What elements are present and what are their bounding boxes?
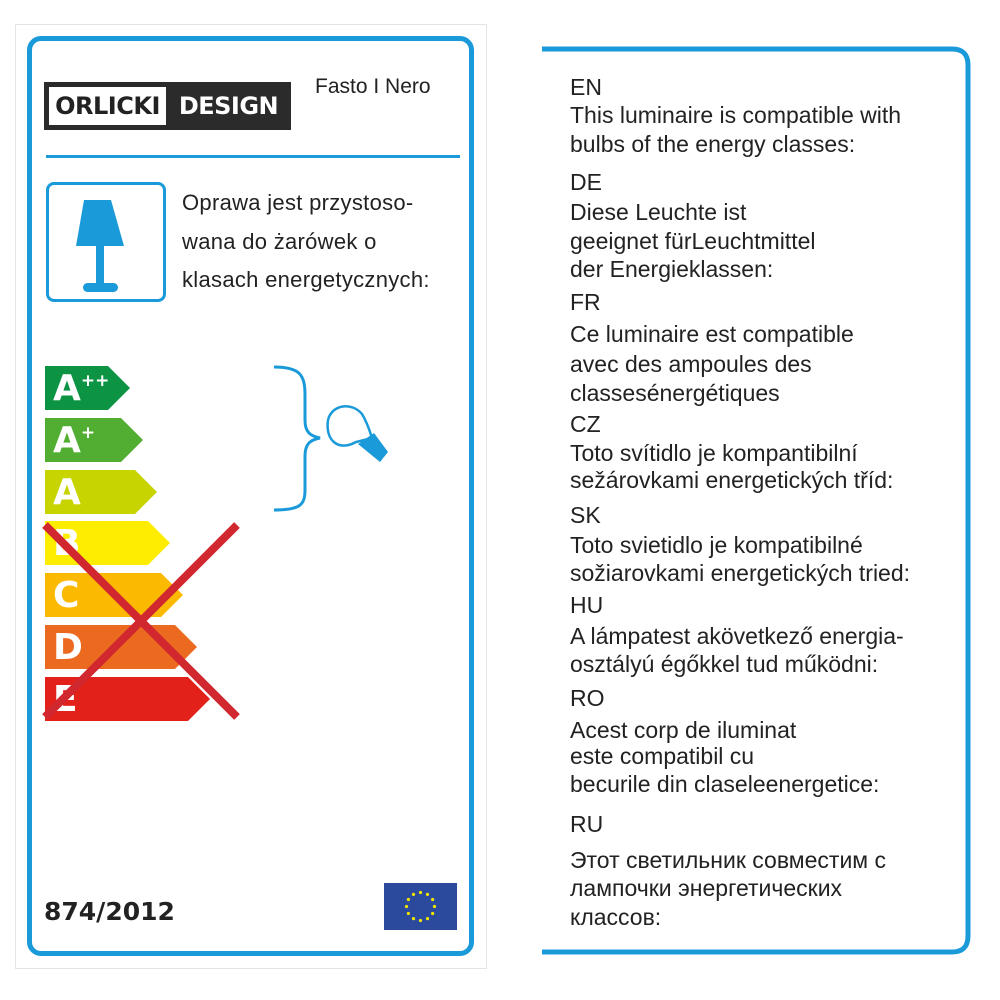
eu-star [411,917,416,921]
language-code: FR [570,289,601,315]
polish-text-line: klasach energetycznych: [182,267,430,292]
translation-line: This luminaire is compatible with [570,102,902,128]
energy-class-label: C [53,575,80,616]
table-lamp-icon [46,182,166,302]
language-code: RO [570,685,605,711]
translation-line: Toto svietidlo je kompatibilné [570,532,863,558]
translation-line: Diese Leuchte ist [570,199,747,225]
translation-line: sežárovkami energetických tříd: [570,467,894,493]
translation-line: Этот светильник совместим с [570,847,886,873]
red-x-mark [42,522,240,720]
language-code: CZ [570,411,601,437]
energy-class-label: D [53,627,83,668]
language-code: HU [570,592,604,618]
divider [46,155,460,158]
logo-text-right: DESIGN [178,92,279,120]
translation-line: becurile din claseleenergetice: [570,771,880,797]
eu-star [418,890,423,895]
energy-class-modifier: ++ [80,371,110,391]
eu-star [404,904,409,909]
translation-line: este compatibil cu [570,743,755,769]
translation-line: avec des ampoules des [570,351,812,377]
eu-star [432,904,437,909]
eu-star [406,911,410,916]
energy-class-bar: A+ [45,418,143,462]
eu-star [431,911,435,916]
eu-flag-icon [384,883,457,930]
label-outline [15,24,487,969]
translation-line: geeignet fürLeuchtmittel [570,228,816,254]
eu-star [431,897,435,902]
eu-star [411,892,416,896]
translation-line: лампочки энергетических [570,875,843,901]
logo-text-left: ORLICKI [49,87,166,125]
polish-text-line: Oprawa jest przystoso- [182,190,414,215]
regulation-number: 874/2012 [44,897,175,926]
curly-brace-icon [273,365,321,512]
translation-line: A lámpatest akövetkező energia- [570,623,904,649]
energy-class-label: A [53,420,81,461]
energy-class-label: A [53,368,81,409]
language-code: SK [570,502,601,528]
translation-line: der Energieklassen: [570,256,774,282]
translation-line: классов: [570,904,662,930]
eu-star [425,917,430,921]
model-name: Fasto I Nero [315,75,431,98]
translation-line: classesénergétiques [570,380,780,406]
translation-line: bulbs of the energy classes: [570,131,856,157]
language-code: EN [570,74,602,100]
translation-line: osztályú égőkkel tud működni: [570,651,879,677]
light-bulb-icon [326,405,388,462]
translation-line: Acest corp de iluminat [570,717,797,743]
language-code: DE [570,169,602,195]
translation-line: Ce luminaire est compatible [570,321,854,347]
energy-class-modifier: + [80,423,96,443]
language-code: RU [570,811,604,837]
brand-logo: ORLICKI DESIGN [44,82,291,130]
energy-label-panel [27,36,474,956]
eu-star [406,897,410,902]
translation-line: Toto svítidlo je kompantibilní [570,440,858,466]
eu-star [418,918,423,923]
polish-text-line: wana do żarówek o [182,229,377,254]
eu-star [425,892,430,896]
energy-class-label: A [53,472,81,513]
translation-line: sožiarovkami energetických tried: [570,560,911,586]
energy-class-bar: A [45,470,157,514]
